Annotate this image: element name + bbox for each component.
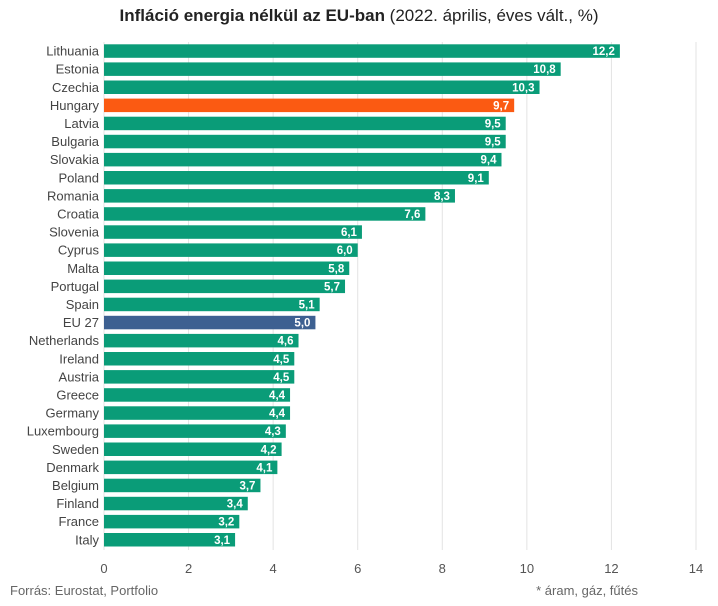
bar	[104, 514, 240, 529]
category-label: France	[59, 514, 99, 529]
category-label: Greece	[56, 387, 99, 402]
bar	[104, 315, 316, 330]
x-tick-label: 10	[520, 561, 534, 576]
data-label: 7,6	[404, 209, 420, 221]
bar	[104, 261, 350, 275]
category-label: Poland	[59, 170, 99, 185]
x-tick-label: 6	[354, 561, 361, 576]
category-label: Czechia	[52, 80, 100, 95]
data-label: 3,1	[214, 535, 231, 547]
bar	[104, 297, 320, 312]
data-label: 5,1	[299, 299, 316, 311]
data-label: 5,0	[294, 318, 310, 330]
bar	[104, 225, 362, 239]
data-label: 9,1	[468, 173, 485, 185]
bar	[104, 207, 426, 221]
data-label: 12,2	[592, 46, 614, 58]
category-label: EU 27	[63, 315, 99, 330]
category-label: Latvia	[64, 116, 99, 131]
data-label: 3,2	[218, 517, 234, 529]
data-label: 4,5	[273, 354, 290, 366]
data-label: 5,7	[324, 281, 340, 293]
bar	[104, 352, 295, 366]
category-label: Sweden	[52, 442, 99, 457]
category-label: Luxembourg	[27, 424, 99, 439]
data-label: 8,3	[434, 191, 450, 203]
category-label: Belgium	[52, 478, 99, 493]
source-note: Forrás: Eurostat, Portfolio	[10, 583, 159, 598]
data-label: 4,4	[269, 408, 286, 420]
category-label: Malta	[67, 261, 100, 276]
data-label: 4,1	[256, 462, 273, 474]
chart-title-main: Infláció energia nélkül az EU-ban	[119, 6, 385, 25]
footnote: * áram, gáz, fűtés	[536, 583, 638, 598]
bar	[104, 243, 358, 257]
bar	[104, 388, 291, 402]
x-tick-label: 2	[185, 561, 192, 576]
data-label: 3,7	[239, 480, 255, 492]
data-label: 6,0	[337, 245, 353, 257]
category-label: Romania	[47, 188, 100, 203]
data-label: 4,4	[269, 390, 286, 402]
category-label: Bulgaria	[51, 134, 99, 149]
x-tick-label: 12	[604, 561, 618, 576]
data-label: 5,8	[328, 263, 345, 275]
bar	[104, 406, 291, 420]
bar	[104, 370, 295, 384]
bar	[104, 116, 506, 131]
data-label: 3,4	[227, 499, 244, 511]
category-label: Denmark	[46, 460, 99, 475]
category-label: Cyprus	[58, 243, 100, 258]
bar	[104, 496, 248, 511]
category-label: Germany	[46, 406, 100, 421]
chart-title: Infláció energia nélkül az EU-ban (2022.…	[0, 6, 718, 26]
category-label: Ireland	[59, 351, 99, 366]
data-label: 4,2	[261, 444, 277, 456]
bar	[104, 44, 620, 58]
category-label: Austria	[59, 369, 100, 384]
data-label: 9,7	[493, 100, 509, 112]
bar	[104, 442, 282, 456]
bar	[104, 98, 515, 113]
x-tick-label: 14	[689, 561, 703, 576]
x-tick-label: 8	[439, 561, 446, 576]
data-label: 10,3	[512, 82, 534, 94]
bar	[104, 62, 561, 76]
category-label: Croatia	[57, 206, 100, 221]
category-label: Portugal	[51, 279, 100, 294]
category-label: Netherlands	[29, 333, 100, 348]
category-label: Italy	[75, 532, 99, 547]
x-tick-label: 4	[270, 561, 277, 576]
category-label: Slovakia	[50, 152, 100, 167]
bar	[104, 478, 261, 493]
bar	[104, 171, 489, 185]
category-label: Hungary	[50, 98, 100, 113]
x-tick-label: 0	[100, 561, 107, 576]
data-label: 6,1	[341, 227, 358, 239]
category-label: Finland	[56, 496, 99, 511]
category-label: Lithuania	[46, 44, 100, 59]
bar	[104, 80, 540, 94]
bar	[104, 279, 346, 294]
category-label: Slovenia	[49, 225, 100, 240]
bar	[104, 134, 506, 149]
bar	[104, 424, 286, 438]
category-label: Spain	[66, 297, 99, 312]
data-label: 9,5	[485, 137, 502, 149]
data-label: 4,3	[265, 426, 281, 438]
chart-title-sub: (2022. április, éves vált., %)	[384, 6, 599, 25]
category-label: Estonia	[56, 62, 100, 77]
data-label: 9,4	[480, 155, 497, 167]
bar	[104, 460, 278, 475]
bar	[104, 189, 455, 203]
data-label: 9,5	[485, 118, 502, 130]
bar	[104, 333, 299, 348]
data-label: 4,6	[278, 336, 294, 348]
data-label: 4,5	[273, 372, 290, 384]
bar	[104, 152, 502, 167]
bar	[104, 533, 236, 547]
data-label: 10,8	[533, 64, 556, 76]
